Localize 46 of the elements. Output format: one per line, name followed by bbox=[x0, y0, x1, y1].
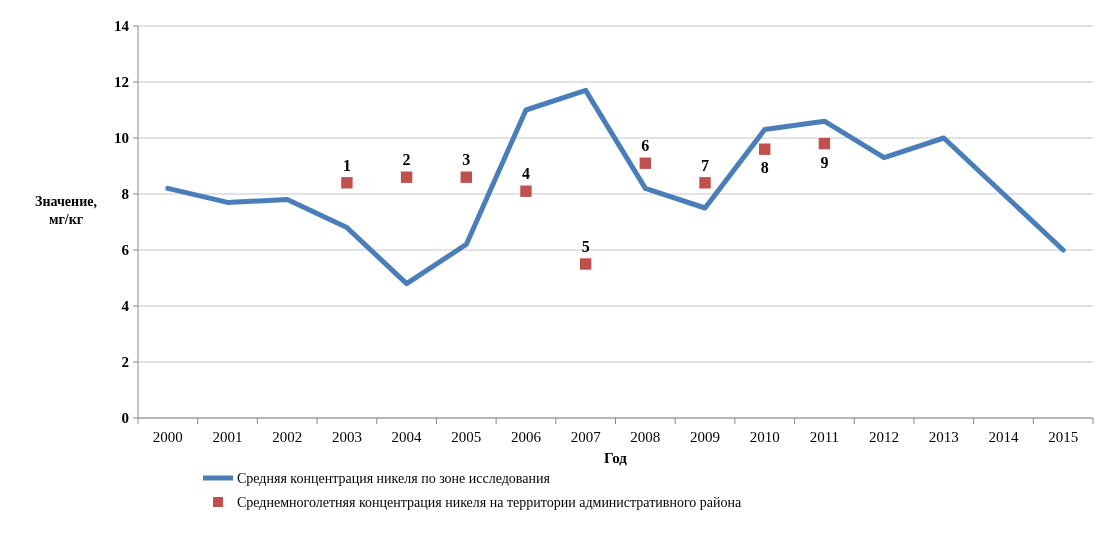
y-tick-label: 2 bbox=[121, 354, 129, 371]
y-tick-label: 4 bbox=[121, 298, 130, 315]
y-tick-label: 6 bbox=[121, 242, 130, 259]
x-tick-label: 2005 bbox=[451, 429, 482, 445]
y-tick-label: 10 bbox=[114, 130, 129, 147]
x-tick-label: 2004 bbox=[391, 429, 423, 445]
x-tick-label: 2013 bbox=[928, 429, 959, 445]
point bbox=[699, 177, 711, 189]
y-tick-label: 14 bbox=[114, 18, 130, 35]
point bbox=[400, 171, 413, 183]
x-tick-label: 2014 bbox=[988, 429, 1019, 445]
annotation: 3 bbox=[462, 151, 471, 169]
point bbox=[639, 157, 652, 169]
x-tick-label: 2012 bbox=[869, 429, 900, 445]
legend-label: Среднемноголетняя концентрация никеля на территории административного района bbox=[237, 494, 743, 510]
x-tick-label: 2008 bbox=[630, 429, 661, 445]
x-tick-label: 2002 bbox=[272, 429, 303, 445]
point bbox=[520, 185, 532, 197]
x-tick-label: 2011 bbox=[809, 429, 840, 445]
x-tick-label: 2010 bbox=[749, 429, 780, 445]
x-axis-title: Год bbox=[604, 450, 628, 466]
annotation: 2 bbox=[402, 151, 411, 169]
point bbox=[759, 143, 771, 155]
annotation: 6 bbox=[641, 137, 650, 155]
annotation: 1 bbox=[342, 156, 351, 174]
y-tick-label: 12 bbox=[114, 74, 129, 91]
legend-label: Средняя концентрация никеля по зоне исследования bbox=[237, 470, 551, 486]
x-tick-label: 2003 bbox=[331, 429, 362, 445]
point bbox=[818, 137, 831, 150]
annotation: 8 bbox=[760, 159, 769, 177]
y-axis-title: Значение, мг/кг bbox=[35, 194, 97, 228]
x-tick-label: 2000 bbox=[152, 429, 183, 445]
annotation: 7 bbox=[701, 156, 710, 174]
annotation: 9 bbox=[820, 153, 829, 171]
x-tick-label: 2001 bbox=[212, 429, 243, 445]
annotation: 5 bbox=[581, 238, 590, 255]
y-tick-label: 0 bbox=[121, 410, 129, 427]
x-tick-label: 2007 bbox=[570, 429, 602, 445]
point bbox=[341, 177, 353, 189]
x-tick-label: 2006 bbox=[510, 429, 542, 445]
y-tick-label: 8 bbox=[121, 186, 129, 203]
point bbox=[460, 171, 472, 183]
x-tick-label: 2009 bbox=[690, 429, 721, 445]
annotation: 4 bbox=[521, 165, 530, 183]
x-tick-label: 2015 bbox=[1048, 429, 1079, 445]
point bbox=[579, 258, 592, 270]
